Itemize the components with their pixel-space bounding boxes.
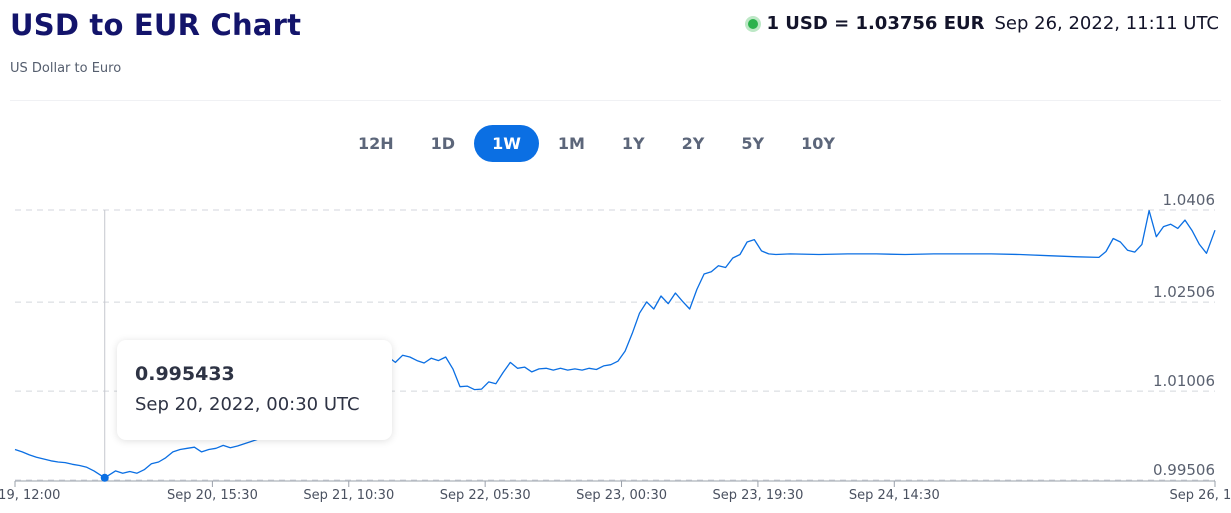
x-tick-label: Sep 23, 00:30 [576, 488, 667, 503]
header-divider [10, 100, 1221, 101]
x-tick-label: Sep 23, 19:30 [712, 488, 803, 503]
live-indicator-icon [747, 18, 758, 29]
tab-12h[interactable]: 12H [358, 134, 394, 153]
x-tick-label: Sep 19, 12:00 [0, 488, 60, 503]
live-rate: 1 USD = 1.03756 EUR Sep 26, 2022, 11:11 … [747, 13, 1219, 34]
x-tick-label: Sep 26, 11:11 [1170, 488, 1231, 503]
y-tick-label: 0.99506 [1153, 461, 1215, 479]
tab-1d[interactable]: 1D [430, 134, 456, 153]
tab-1y[interactable]: 1Y [621, 134, 645, 153]
exchange-rate-chart[interactable]: 1.0406 1.02506 1.01006 0.99506 Sep 19, 12:00… [0, 180, 1231, 513]
x-tick-label: Sep 20, 15:30 [167, 488, 258, 503]
hover-point [100, 473, 109, 482]
x-tick-label: Sep 21, 10:30 [303, 488, 394, 503]
rate-value: 1 USD = 1.03756 EUR [766, 13, 985, 34]
y-tick-label: 1.02506 [1153, 283, 1215, 301]
page-title: USD to EUR Chart [10, 8, 302, 42]
chart-tooltip: 0.995433 Sep 20, 2022, 00:30 UTC [117, 340, 392, 440]
page-subtitle: US Dollar to Euro [10, 61, 122, 76]
tooltip-date: Sep 20, 2022, 00:30 UTC [135, 394, 360, 415]
x-tick-label: Sep 22, 05:30 [440, 488, 531, 503]
y-tick-label: 1.01006 [1153, 372, 1215, 390]
tooltip-value: 0.995433 [135, 363, 235, 385]
y-tick-label: 1.0406 [1163, 191, 1216, 209]
tab-1m[interactable]: 1M [557, 134, 585, 153]
rate-line-series [14, 209, 1216, 479]
tab-10y[interactable]: 10Y [801, 134, 835, 153]
tab-1w[interactable]: 1W [474, 125, 539, 162]
timeframe-tabs: 12H 1D 1W 1M 1Y 2Y 5Y 10Y [340, 125, 854, 162]
rate-timestamp: Sep 26, 2022, 11:11 UTC [994, 13, 1219, 34]
x-tick-label: Sep 24, 14:30 [849, 488, 940, 503]
tab-2y[interactable]: 2Y [681, 134, 705, 153]
tab-5y[interactable]: 5Y [741, 134, 765, 153]
